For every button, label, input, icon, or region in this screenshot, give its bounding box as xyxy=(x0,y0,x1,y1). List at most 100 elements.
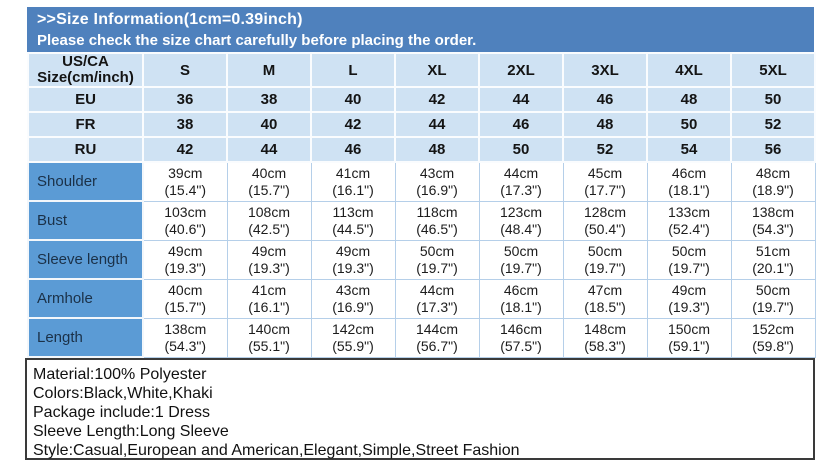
measurement-inch: (19.3") xyxy=(164,259,207,276)
region-size-value: 46 xyxy=(562,86,648,113)
measurement-cm: 46cm xyxy=(503,281,539,298)
measurement-cm: 44cm xyxy=(503,164,539,181)
measurement-cell: 50cm (19.7") xyxy=(394,239,480,280)
measurement-cell: 133cm (52.4") xyxy=(646,200,732,241)
measurement-cell: 50cm (19.7") xyxy=(562,239,648,280)
measurement-inch: (42.5") xyxy=(248,220,290,237)
size-chart-table: US/CA Size(cm/inch) S M L XL 2XL 3XL 4XL 5XL EU 36… xyxy=(27,52,816,358)
measurement-inch: (59.1") xyxy=(668,337,710,354)
measurement-cell: 43cm (16.9") xyxy=(394,161,480,202)
measurement-cm: 140cm xyxy=(247,320,291,337)
measurement-cm: 144cm xyxy=(415,320,459,337)
size-column-header: 4XL xyxy=(646,52,732,88)
region-row-label: EU xyxy=(27,86,144,113)
measurement-inch: (54.3") xyxy=(164,337,207,354)
measurement-inch: (16.9") xyxy=(416,181,458,198)
measurement-cm: 142cm xyxy=(331,320,375,337)
measurement-cell: 43cm (16.9") xyxy=(310,278,396,319)
measurement-inch: (19.7") xyxy=(416,259,458,276)
region-row: FR 38 40 42 44 46 48 50 52 xyxy=(27,111,816,138)
size-table-body: EU 36 38 40 42 44 46 48 50 FR 38 40 42 44 46 48 50 52 RU 42… xyxy=(27,86,816,358)
measurement-cm: 46cm xyxy=(671,164,707,181)
corner-header-line2: Size(cm/inch) xyxy=(37,69,134,86)
size-info-banner: >>Size Information(1cm=0.39inch) Please … xyxy=(27,7,814,52)
measurement-inch: (17.3") xyxy=(416,298,458,315)
measurement-inch: (48.4") xyxy=(500,220,542,237)
region-size-value: 36 xyxy=(142,86,228,113)
size-column-header: S xyxy=(142,52,228,88)
region-row: RU 42 44 46 48 50 52 54 56 xyxy=(27,136,816,163)
size-column-header: 2XL xyxy=(478,52,564,88)
measurement-cm: 128cm xyxy=(583,203,627,220)
region-row: EU 36 38 40 42 44 46 48 50 xyxy=(27,86,816,113)
measurement-inch: (56.7") xyxy=(416,337,458,354)
measurement-cell: 45cm (17.7") xyxy=(562,161,648,202)
measurement-cm: 108cm xyxy=(247,203,291,220)
measurement-row: Shoulder 39cm (15.4") 40cm (15.7") 41cm (16.1"… xyxy=(27,161,816,202)
measurement-cell: 39cm (15.4") xyxy=(142,161,228,202)
measurement-inch: (40.6") xyxy=(164,220,207,237)
measurement-inch: (19.3") xyxy=(248,259,290,276)
measurement-cm: 103cm xyxy=(164,203,207,220)
measurement-cm: 138cm xyxy=(164,320,207,337)
measurement-inch: (58.3") xyxy=(584,337,626,354)
measurement-row-label: Bust xyxy=(27,200,144,241)
measurement-cell: 40cm (15.7") xyxy=(142,278,228,319)
region-size-value: 50 xyxy=(730,86,816,113)
product-info-box: Material:100% Polyester Colors:Black,Whi… xyxy=(25,358,815,460)
region-size-value: 56 xyxy=(730,136,816,163)
measurement-inch: (19.7") xyxy=(752,298,794,315)
measurement-row: Sleeve length 49cm (19.3") 49cm (19.3") 49cm(… xyxy=(27,239,816,280)
measurement-row: Armhole 40cm (15.7") 41cm (16.1") 43cm (16.9")… xyxy=(27,278,816,319)
measurement-cm: 39cm xyxy=(168,164,203,181)
info-line-material: Material:100% Polyester xyxy=(33,366,207,383)
region-size-value: 44 xyxy=(226,136,312,163)
measurement-inch: (15.4") xyxy=(164,181,207,198)
measurement-cm: 47cm xyxy=(587,281,623,298)
region-row-label: FR xyxy=(27,111,144,138)
measurement-inch: (19.7") xyxy=(668,259,710,276)
banner-title: >>Size Information(1cm=0.39inch) xyxy=(37,11,303,28)
measurement-cm: 50cm xyxy=(587,242,623,259)
region-size-value: 48 xyxy=(646,86,732,113)
measurement-inch: (18.9") xyxy=(752,181,794,198)
measurement-cm: 48cm xyxy=(755,164,791,181)
measurement-cell: 138cm (54.3") xyxy=(730,200,816,241)
measurement-cell: 49cm (19.3") xyxy=(646,278,732,319)
measurement-inch: (50.4") xyxy=(584,220,626,237)
measurement-cm: 50cm xyxy=(671,242,707,259)
measurement-cm: 113cm xyxy=(332,203,374,220)
measurement-cm: 146cm xyxy=(499,320,543,337)
region-size-value: 44 xyxy=(478,86,564,113)
region-size-value: 44 xyxy=(394,111,480,138)
measurement-cm: 43cm xyxy=(335,281,371,298)
measurement-row-label: Armhole xyxy=(27,278,144,319)
measurement-row: Length 138cm (54.3") 140cm (55.1") 142cm (55.9… xyxy=(27,317,816,358)
measurement-cell: 118cm (46.5") xyxy=(394,200,480,241)
measurement-cm: 133cm xyxy=(667,203,711,220)
measurement-cell: 49cm (19.3") xyxy=(226,239,312,280)
measurement-cell: 46cm (18.1") xyxy=(646,161,732,202)
region-size-value: 54 xyxy=(646,136,732,163)
measurement-cell: 103cm (40.6") xyxy=(142,200,228,241)
size-column-header: XL xyxy=(394,52,480,88)
banner-subtitle: Please check the size chart carefully be… xyxy=(37,32,477,49)
measurement-inch: (44.5") xyxy=(332,220,374,237)
measurement-cell: 150cm (59.1") xyxy=(646,317,732,358)
measurement-cell: 41cm (16.1") xyxy=(310,161,396,202)
measurement-inch: (19.3") xyxy=(668,298,710,315)
measurement-inch: (54.3") xyxy=(752,220,794,237)
measurement-cell: 148cm (58.3") xyxy=(562,317,648,358)
measurement-cell: 50cm (19.7") xyxy=(646,239,732,280)
corner-header-cell: US/CA Size(cm/inch) xyxy=(27,52,144,88)
measurement-cell: 40cm (15.7") xyxy=(226,161,312,202)
measurement-cell: 48cm (18.9") xyxy=(730,161,816,202)
measurement-cm: 150cm xyxy=(667,320,711,337)
measurement-cell: 113cm (44.5") xyxy=(310,200,396,241)
measurement-cm: 43cm xyxy=(419,164,455,181)
measurement-cm: 49cm xyxy=(671,281,707,298)
size-column-header: L xyxy=(310,52,396,88)
measurement-inch: (16.1") xyxy=(248,298,290,315)
measurement-cm: 51cm xyxy=(755,242,791,259)
measurement-inch: (15.7") xyxy=(164,298,207,315)
